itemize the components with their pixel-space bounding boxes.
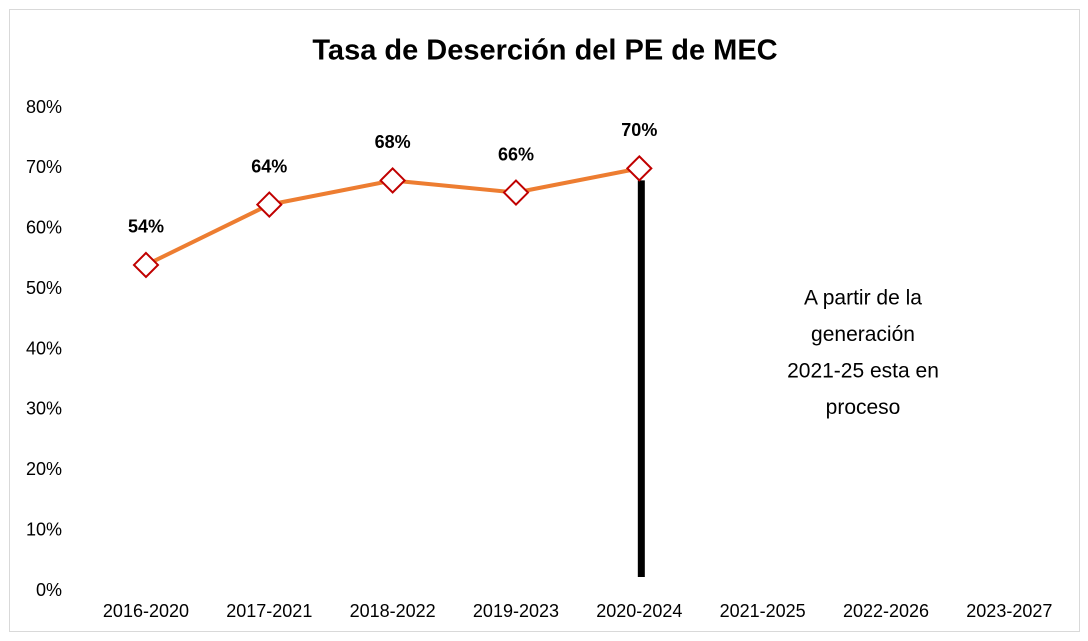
annotation: proceso [826,396,901,419]
data-label: 66% [498,144,534,164]
y-tick-label: 70% [26,157,62,177]
y-tick-label: 20% [26,459,62,479]
annotation: A partir de la [804,287,922,310]
y-tick-label: 50% [26,278,62,298]
y-tick-label: 60% [26,218,62,238]
data-label: 70% [621,120,657,140]
y-tick-label: 0% [36,580,62,600]
y-tick-label: 80% [26,97,62,117]
annotation: 2021-25 esta en [787,360,939,383]
marker [625,154,653,182]
x-tick-label: 2021-2025 [720,601,806,621]
annotation: generación [811,323,915,346]
x-tick-label: 2020-2024 [596,601,682,621]
data-label: 54% [128,217,164,237]
x-tick-label: 2016-2020 [103,601,189,621]
data-label: 68% [375,132,411,152]
x-tick-label: 2023-2027 [966,601,1052,621]
marker [255,191,283,219]
chart-border [9,9,1080,632]
data-label: 64% [251,156,287,176]
y-tick-label: 10% [26,519,62,539]
x-tick-label: 2019-2023 [473,601,559,621]
x-tick-label: 2022-2026 [843,601,929,621]
marker [132,251,160,279]
x-tick-label: 2018-2022 [350,601,436,621]
marker [379,167,407,194]
marker [502,179,530,206]
y-tick-label: 30% [26,399,62,419]
y-tick-label: 40% [26,338,62,358]
x-tick-label: 2017-2021 [226,601,312,621]
chart-title: Tasa de Deserción del PE de MEC [312,35,777,67]
